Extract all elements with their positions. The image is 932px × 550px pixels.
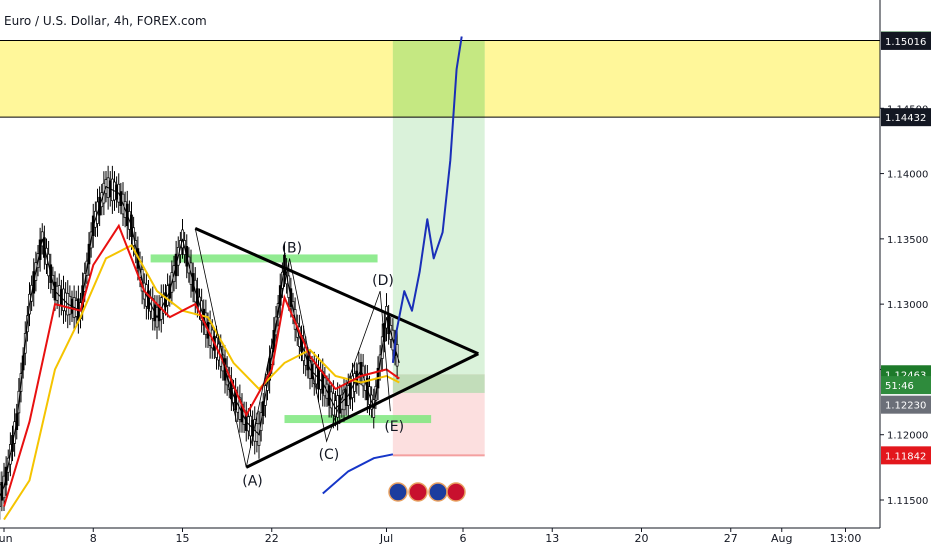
price-axis-bg: [880, 0, 932, 550]
time-tick-label: 15: [176, 532, 190, 545]
stop-band: [393, 454, 485, 456]
flag-icon: [447, 483, 465, 501]
time-tick-label: 20: [635, 532, 649, 545]
price-badge-label: 1.11842: [885, 451, 926, 462]
wave-label: (C): [319, 447, 340, 463]
time-tick-label: 27: [724, 532, 738, 545]
highlight-bar: [285, 415, 432, 423]
flag-icon: [409, 483, 427, 501]
price-tick-label: 1.14000: [887, 170, 928, 181]
time-tick-label: 8: [90, 532, 97, 545]
time-tick-label: Aug: [771, 532, 792, 545]
wave-label: (D): [372, 273, 394, 289]
price-tick-label: 1.12000: [887, 431, 928, 442]
price-badge-label: 51:46: [885, 381, 914, 392]
flag-icon: [389, 483, 407, 501]
price-badge-label: 1.14432: [885, 113, 926, 124]
price-tick-label: 1.13500: [887, 235, 928, 246]
time-tick-label: 22: [265, 532, 279, 545]
price-badge-label: 1.15016: [885, 37, 926, 48]
flag-icon: [429, 483, 447, 501]
wave-label: (E): [384, 419, 404, 435]
time-tick-label: 13:00: [830, 532, 862, 545]
price-tick-label: 1.11500: [887, 496, 928, 507]
price-tick-label: 1.13000: [887, 300, 928, 311]
wave-label: (B): [282, 240, 303, 256]
wave-label: (A): [242, 473, 263, 489]
time-tick-label: Jul: [379, 532, 393, 545]
chart-title: Euro / U.S. Dollar, 4h, FOREX.com: [4, 14, 207, 28]
time-tick-label: Jun: [0, 532, 13, 545]
time-tick-label: 6: [460, 532, 467, 545]
time-tick-label: 13: [545, 532, 559, 545]
price-badge-label: 1.12230: [885, 401, 926, 412]
zone-overlap: [393, 41, 485, 118]
price-line: [0, 187, 399, 513]
ma-fast-line: [4, 226, 399, 507]
